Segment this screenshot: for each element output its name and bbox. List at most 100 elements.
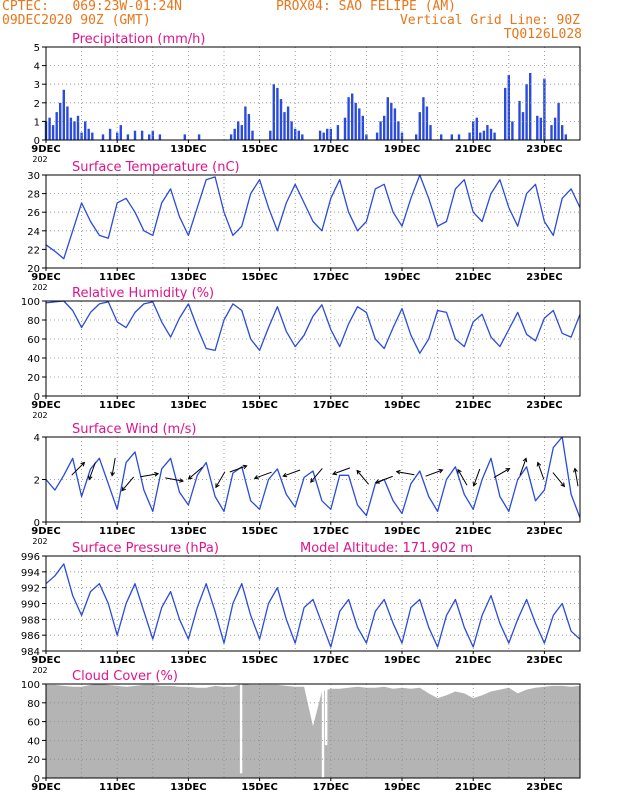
precip-bar (59, 102, 62, 140)
wind-arrow-head (573, 467, 578, 473)
wind-arrow (457, 468, 468, 486)
wind-arrow-head (536, 461, 542, 467)
wind-arrow (187, 466, 203, 480)
precip-bar (553, 117, 557, 140)
precip-bar (183, 134, 186, 140)
wind-arrow (229, 464, 248, 473)
precip-bar (126, 134, 130, 140)
xtick-label: 17DEC (313, 782, 349, 793)
xtick-label: 23DEC (526, 144, 562, 155)
xtick-label: 9DEC (31, 400, 60, 411)
wind-arrow (425, 468, 444, 477)
precip-bar (347, 97, 350, 140)
cloud-cover-area (46, 684, 580, 778)
ytick-label: 30 (27, 171, 40, 182)
ytick-label: 988 (21, 615, 40, 626)
wind-arrow (165, 477, 185, 483)
wind-arrow (310, 468, 323, 483)
cloud-cover-dip (239, 684, 243, 774)
wind-arrow-head (282, 472, 288, 478)
precip-bar (286, 106, 290, 140)
wind-arrow (121, 476, 135, 492)
ytick-label: 20 (27, 755, 40, 766)
precip-bar (318, 130, 322, 140)
ytick-label: 24 (27, 227, 40, 238)
wind-arrow-head (374, 479, 380, 484)
precip-bar (539, 117, 542, 140)
panel-0-area (46, 47, 580, 140)
wind-arrow-shaft (552, 472, 565, 487)
precip-bar (358, 108, 361, 140)
precip-bar (229, 134, 233, 140)
xtick-label: 19DEC (384, 782, 420, 793)
ytick-label: 22 (27, 245, 40, 256)
xtick-label: 15DEC (241, 782, 277, 793)
ytick-label: 1 (34, 117, 40, 128)
xtick-label: 15DEC (241, 655, 277, 666)
wind-arrow-shaft (473, 468, 481, 486)
ytick-label: 0 (34, 136, 40, 147)
precip-bar (251, 130, 254, 140)
precip-bar (386, 97, 389, 140)
precip-bar (119, 125, 122, 140)
precip-bar (283, 112, 286, 140)
wind-arrow-shaft (165, 477, 184, 482)
precip-bar (479, 132, 482, 140)
ytick-label: 80 (27, 316, 40, 327)
xtick-label: 9DEC (31, 655, 60, 666)
precip-bar (486, 125, 489, 140)
precip-bar (379, 121, 382, 140)
xtick-label: 23DEC (526, 272, 562, 283)
wind-arrow-shaft (229, 465, 247, 473)
precip-bar (73, 121, 76, 140)
wind-arrow-head (80, 461, 86, 467)
xtick-label: 15DEC (241, 144, 277, 155)
wind-arrow (215, 471, 226, 489)
precip-bar (415, 134, 418, 140)
xtick-label: 13DEC (170, 655, 206, 666)
wind-arrow-shaft (215, 471, 226, 488)
precip-bar (365, 134, 368, 140)
xtick-label: 17DEC (313, 400, 349, 411)
precip-bar (279, 99, 283, 140)
precip-bar (294, 128, 297, 140)
wind-arrow-shaft (332, 467, 351, 475)
panel-1-frame (45, 174, 581, 269)
precip-bar (290, 121, 293, 140)
wind-arrow (332, 467, 351, 476)
ytick-label: 990 (21, 600, 40, 611)
wind-arrow-shaft (574, 468, 579, 487)
xtick-label: 9DEC (31, 272, 60, 283)
panel-title: Precipitation (mm/h) (72, 32, 205, 47)
xtick-year-stub: 202 (32, 411, 47, 420)
precip-bar (62, 89, 65, 140)
xtick-label: 23DEC (526, 655, 562, 666)
ytick-label: 984 (21, 647, 40, 658)
wind-arrow-head (215, 483, 220, 489)
xtick-label: 9DEC (31, 526, 60, 537)
xtick-label: 13DEC (170, 526, 206, 537)
wind-arrow-head (154, 471, 160, 477)
xtick-label: 17DEC (313, 272, 349, 283)
panel-title: Surface Pressure (hPa) (72, 541, 219, 556)
panel-2-frame (45, 300, 581, 397)
xtick-label: 21DEC (455, 400, 491, 411)
precip-bar (69, 117, 73, 140)
wind-arrow-shaft (140, 473, 159, 478)
ytick-label: 2 (34, 99, 40, 110)
xtick-label: 11DEC (99, 782, 135, 793)
wind-arrow-shaft (88, 462, 96, 480)
wind-arrow (395, 469, 415, 476)
wind-arrow-shaft (254, 471, 272, 479)
ytick-label: 20 (27, 264, 40, 275)
ytick-label: 5 (34, 43, 40, 54)
wind-arrow (472, 468, 481, 487)
wind-arrow-head (395, 469, 401, 475)
precip-bar (269, 130, 272, 140)
xtick-label: 11DEC (99, 272, 135, 283)
series-line-2 (45, 300, 581, 354)
xtick-label: 15DEC (241, 272, 277, 283)
precip-bar (233, 128, 236, 140)
